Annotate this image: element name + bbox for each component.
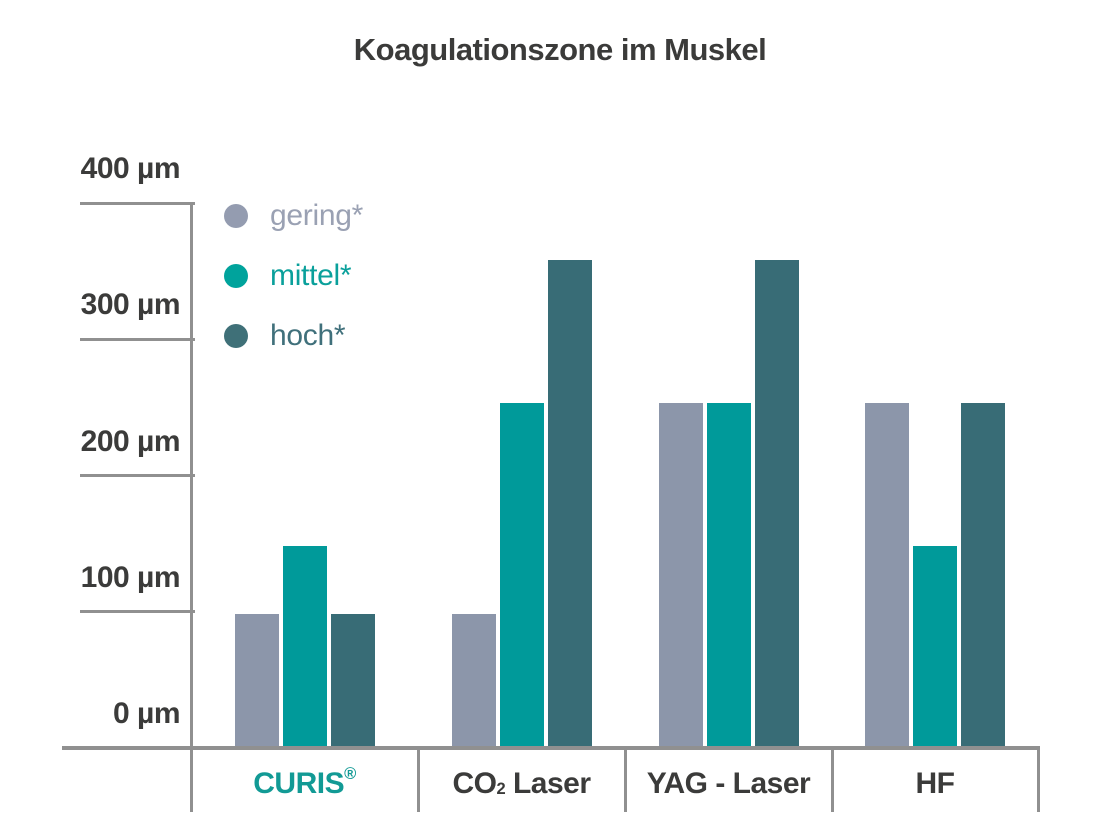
category-label-text: CO — [452, 767, 497, 800]
legend-label-mittel: mittel* — [270, 259, 352, 292]
legend-label-hoch: hoch* — [270, 319, 346, 352]
bar-yag-laser-gering — [658, 402, 703, 750]
bar-yag-laser-mittel — [706, 402, 751, 750]
category-label-hf: HF — [832, 762, 1038, 806]
category-separator-0 — [416, 746, 420, 812]
category-separator-1 — [623, 746, 627, 812]
category-label-text: Laser — [505, 767, 591, 800]
bar-co2-laser-mittel — [499, 402, 544, 750]
legend: gering* mittel* hoch* — [224, 199, 363, 384]
y-axis-tick-label-200: 200 µm — [80, 424, 181, 458]
category-label-text: 2 — [496, 780, 506, 799]
x-axis-baseline — [62, 746, 1040, 750]
category-label-co2-laser: CO 2 Laser — [418, 762, 625, 806]
legend-dot-gering — [224, 204, 248, 228]
bar-curis-mittel — [282, 545, 327, 750]
bar-co2-laser-hoch — [547, 259, 592, 750]
category-label-text: ® — [344, 765, 356, 784]
bar-curis-hoch — [330, 613, 375, 750]
bar-curis-gering — [234, 613, 279, 750]
y-tick-line-200 — [80, 474, 195, 477]
legend-dot-mittel — [224, 264, 248, 288]
bar-hf-mittel — [913, 545, 957, 750]
legend-item-mittel: mittel* — [224, 259, 363, 292]
legend-label-gering: gering* — [270, 199, 363, 232]
y-axis-tick-label-100: 100 µm — [80, 560, 181, 594]
bar-yag-laser-hoch — [754, 259, 799, 750]
category-separator-3 — [1036, 746, 1040, 812]
chart-title: Koagulationszone im Muskel — [353, 32, 767, 67]
y-axis-line — [190, 202, 193, 812]
category-label-text: CURIS — [253, 767, 345, 800]
legend-item-gering: gering* — [224, 199, 363, 232]
y-tick-line-300 — [80, 337, 195, 341]
category-separator-2 — [830, 746, 834, 812]
y-tick-line-100 — [80, 610, 195, 614]
legend-dot-hoch — [224, 324, 248, 348]
y-axis-tick-label-0: 0 µm — [113, 697, 180, 730]
category-label-text: YAG - Laser — [646, 767, 811, 800]
category-label-text: HF — [915, 767, 956, 800]
legend-item-hoch: hoch* — [224, 319, 363, 352]
bar-co2-laser-gering — [451, 613, 496, 750]
bar-hf-gering — [865, 402, 909, 750]
y-tick-line-400 — [80, 201, 195, 205]
category-label-curis: CURIS ® — [191, 762, 418, 806]
y-axis-tick-label-400: 400 µm — [80, 152, 181, 185]
y-axis-tick-label-300: 300 µm — [80, 288, 181, 322]
category-label-yag-laser: YAG - Laser — [625, 762, 832, 806]
bar-hf-hoch — [961, 402, 1005, 750]
